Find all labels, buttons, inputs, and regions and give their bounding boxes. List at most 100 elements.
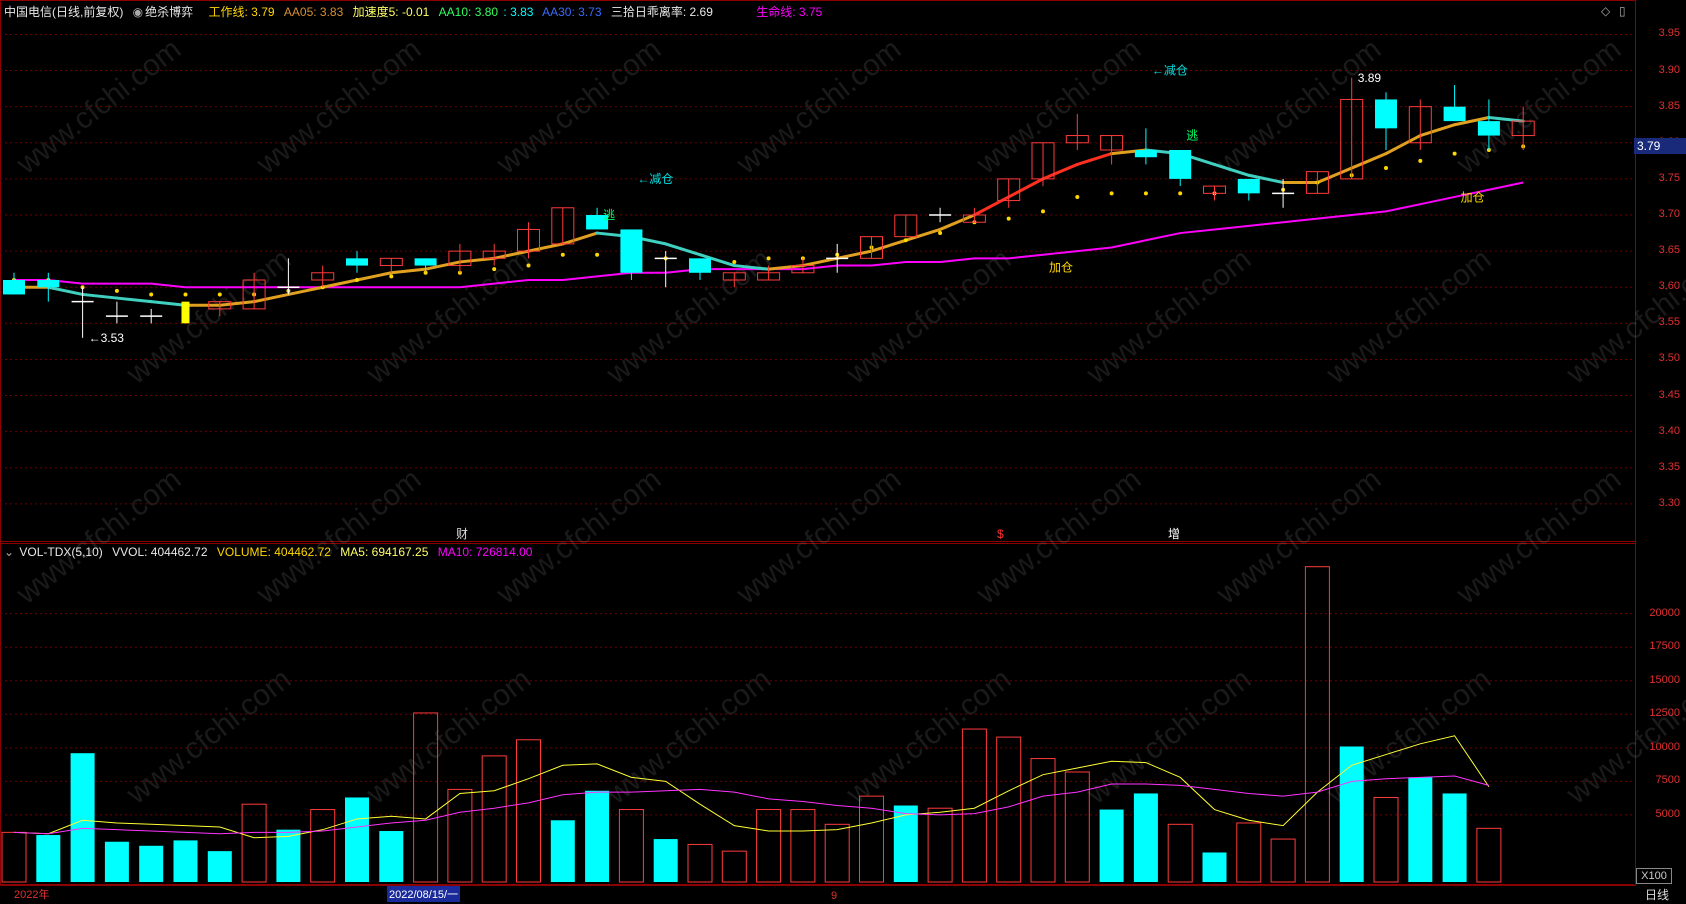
candle: [208, 301, 232, 317]
candle-body: [1031, 142, 1055, 180]
chart-annotation: ←减仓: [1152, 64, 1188, 78]
indicator-name[interactable]: ◉ 绝杀博弈: [132, 5, 194, 19]
volume-bar: [1408, 777, 1433, 882]
volume-bar: [1202, 852, 1227, 882]
candle-body: [1100, 135, 1124, 151]
candle: [71, 287, 94, 338]
candle: [1203, 185, 1226, 201]
event-marker: 增: [1168, 527, 1180, 541]
support-dot: [1178, 191, 1183, 196]
candle-body: [517, 228, 540, 252]
volume-bar: [1064, 771, 1090, 883]
work-line-value: 工作线: 3.79: [208, 5, 275, 19]
candle: [826, 243, 849, 273]
work-line-segment: [389, 267, 428, 275]
price-tick: 3.95: [1658, 27, 1680, 40]
volume-bar: [1167, 823, 1193, 883]
candle: [586, 207, 609, 230]
price-panel[interactable]: [0, 0, 1636, 544]
volume-bar: [104, 841, 129, 882]
candle-body: [346, 258, 368, 266]
period-tab[interactable]: 日线: [1645, 888, 1670, 902]
volume-header: ⌄ VOL-TDX(5,10) VVOL: 404462.72 VOLUME: …: [4, 543, 538, 561]
chevron-down-icon[interactable]: ⌄: [4, 545, 15, 559]
work-line-segment: [1315, 166, 1354, 184]
volume-axis: 5000 7500 10000 12500 15000 17500 20000: [1635, 542, 1686, 884]
work-line-segment: [1247, 173, 1285, 184]
candle: [1477, 99, 1500, 150]
volume-bar: [961, 728, 987, 883]
work-line-segment: [355, 271, 393, 282]
volume-bar: [1, 831, 27, 883]
work-line-segment: [527, 242, 565, 253]
candle-body: [208, 301, 232, 310]
candle: [551, 207, 575, 245]
candle-body: [379, 257, 403, 267]
price-tick: 3.30: [1658, 496, 1680, 509]
work-line-segment: [218, 300, 256, 307]
volume-bar: [1133, 793, 1158, 882]
volume-bar: [1030, 758, 1056, 883]
volume-bar: [379, 831, 404, 882]
price-tick: 3.90: [1658, 63, 1680, 76]
work-line-segment: [1384, 134, 1422, 156]
support-dot: [1075, 194, 1080, 199]
candle: [242, 272, 266, 310]
candle-body: [1203, 185, 1226, 194]
ma10-value: MA10: 726814.00: [437, 545, 533, 559]
volume-bar: [1476, 827, 1502, 883]
support-dot: [766, 256, 771, 261]
volume-bar: [756, 809, 782, 883]
candle: [37, 272, 60, 302]
diamond-icon[interactable]: ◇: [1601, 4, 1611, 18]
date-selected[interactable]: 2022/08/15/一: [387, 886, 461, 902]
volume-bar: [1236, 822, 1262, 883]
support-dot: [1006, 216, 1011, 221]
volume-bar: [481, 755, 507, 883]
candle-body: [1443, 106, 1466, 122]
vvol-value: VVOL: 404462.72: [112, 545, 208, 559]
volume-bar: [447, 788, 473, 883]
candle: [1375, 92, 1397, 150]
volume-ma5-line: [13, 735, 1490, 839]
work-line-segment: [1213, 162, 1251, 177]
candle: [791, 258, 815, 274]
volume-bar: [207, 851, 232, 882]
volume-panel[interactable]: [0, 541, 1636, 886]
aa30-value: AA30: 3.73: [542, 5, 602, 19]
volume-bar: [1304, 566, 1330, 883]
volume-bars: [1, 566, 1502, 883]
volume-bar: [927, 807, 953, 883]
candle-body: [448, 250, 472, 267]
work-line-segment: [1487, 116, 1525, 123]
aa10b-value: : 3.83: [503, 5, 534, 19]
candle: [689, 258, 711, 280]
candle: [1272, 178, 1295, 208]
work-line-segment: [1418, 123, 1457, 138]
work-line-segment: [732, 264, 771, 271]
work-line-segment: [252, 292, 290, 304]
support-dot: [595, 252, 600, 257]
support-dot: [526, 263, 531, 268]
volume-bar: [653, 839, 678, 882]
candle-body: [1134, 150, 1157, 158]
stock-title[interactable]: 中国电信(日线,前复权): [4, 5, 124, 19]
volume-bar: [1270, 838, 1296, 883]
deviation-value: 三拾日乖离率: 2.69: [610, 5, 713, 19]
support-dot: [492, 267, 497, 272]
price-tick: 3.85: [1658, 99, 1680, 112]
panel-toggle-icon[interactable]: ▯: [1619, 4, 1626, 18]
support-dot: [938, 231, 943, 236]
support-dot: [903, 238, 908, 243]
aa10-value: AA10: 3.80: [438, 5, 499, 19]
vol-indicator-name[interactable]: VOL-TDX(5,10): [19, 545, 103, 559]
volume-bar: [996, 736, 1022, 883]
ma5-value: MA5: 694167.25: [340, 545, 429, 559]
candle-body: [242, 279, 266, 310]
volume-bar: [70, 753, 95, 882]
candle: [1237, 178, 1260, 201]
candle: [1065, 113, 1089, 150]
work-line-segment: [801, 256, 839, 268]
